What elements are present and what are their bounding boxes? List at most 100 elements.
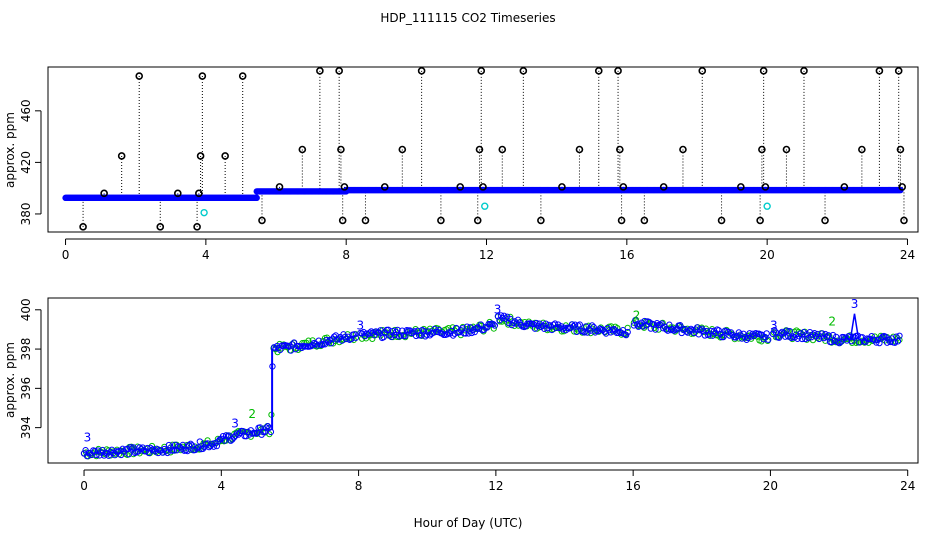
top-outlier-point (759, 67, 768, 75)
bottom-filtered-point (162, 447, 170, 455)
bottom-filtered-point (490, 320, 497, 328)
top-outlier-point (316, 67, 324, 75)
bottom-filtered-point (229, 436, 236, 443)
bottom-filtered-point (127, 444, 134, 451)
bottom-filtered-point (105, 452, 112, 459)
top-outlier-point (537, 216, 545, 225)
top-outlier-point (380, 183, 389, 191)
top-outlier-point (896, 145, 905, 154)
top-outlier-point (238, 72, 247, 80)
bottom-filtered-point (326, 336, 333, 344)
bottom-filtered-point (672, 326, 679, 333)
bottom-filtered-point (764, 336, 772, 343)
bottom-filtered-point (575, 322, 582, 329)
bottom-spike-line (850, 313, 859, 336)
top-outlier-point (758, 145, 766, 154)
bottom-filtered-point (653, 320, 661, 327)
top-outlier-point (173, 189, 182, 198)
bottom-alt-point (305, 337, 312, 344)
top-outlier-point (79, 223, 87, 231)
top-outlier-point (221, 152, 229, 160)
bottom-filtered-point (676, 322, 684, 329)
bottom-filtered-point (822, 330, 829, 338)
bottom-x-tick-label: 20 (763, 479, 778, 493)
bottom-filtered-point (436, 326, 443, 334)
bottom-filtered-point (706, 330, 713, 338)
bottom-y-tick-label: 394 (19, 416, 33, 439)
top-outlier-point (498, 145, 507, 154)
bottom-filtered-point (236, 429, 244, 436)
bottom-point-label: 3 (231, 417, 239, 431)
bottom-filtered-point (468, 329, 475, 337)
bottom-point-label: 3 (770, 318, 778, 332)
bottom-filtered-point (199, 445, 207, 452)
top-outlier-point (117, 152, 126, 160)
bottom-filtered-point (463, 323, 471, 330)
bottom-filtered-point (443, 331, 451, 338)
bottom-filtered-point (465, 330, 472, 337)
top-flagged-point (763, 202, 771, 210)
bottom-x-tick-label: 12 (488, 479, 503, 493)
top-outlier-point (193, 223, 201, 231)
top-outlier-point (337, 145, 345, 154)
top-outlier-point (900, 216, 908, 225)
top-outlier-point (840, 183, 849, 191)
bottom-filtered-point (695, 331, 702, 338)
top-outlier-point (198, 72, 207, 80)
bottom-filtered-point (720, 333, 727, 341)
top-outlier-point (335, 67, 343, 75)
top-outlier-point (258, 216, 266, 225)
bottom-filtered-point (740, 330, 747, 338)
bottom-filtered-point (778, 328, 786, 336)
bottom-filtered-point (632, 316, 639, 324)
bottom-filtered-point (230, 434, 238, 441)
bottom-filtered-point (874, 336, 882, 344)
bottom-filtered-point (179, 441, 187, 449)
bottom-filtered-point (547, 323, 554, 330)
bottom-filtered-point (368, 328, 375, 335)
top-outlier-point (717, 216, 726, 225)
top-outlier-point (398, 145, 407, 154)
bottom-point-label: 3 (851, 297, 859, 311)
top-outlier-point (479, 183, 487, 191)
bottom-point-label: 3 (494, 303, 502, 317)
top-x-tick-label: 4 (202, 248, 210, 262)
bottom-y-tick-label: 398 (19, 338, 33, 361)
bottom-filtered-point (318, 341, 326, 349)
bottom-filtered-point (263, 424, 270, 431)
top-outlier-point (858, 145, 866, 154)
top-plot-frame (47, 66, 919, 233)
top-outlier-point (196, 152, 205, 160)
bottom-filtered-point (136, 444, 143, 451)
top-x-tick-label: 8 (342, 248, 350, 262)
bottom-filtered-point (372, 328, 380, 335)
bottom-filtered-point (622, 331, 630, 339)
top-outlier-point (898, 183, 907, 191)
bottom-filtered-point (142, 448, 150, 455)
bottom-filtered-point (697, 327, 704, 334)
bottom-point-label: 2 (828, 315, 836, 329)
top-outlier-point (558, 183, 566, 191)
bottom-filtered-point (351, 331, 358, 338)
top-flagged-point (481, 202, 489, 210)
bottom-filtered-point (309, 341, 316, 349)
bottom-filtered-point (159, 449, 166, 456)
bottom-filtered-point (386, 332, 394, 339)
bottom-filtered-point (848, 337, 855, 345)
top-outlier-point (437, 216, 445, 225)
top-x-tick-label: 12 (479, 248, 494, 262)
bottom-filtered-point (439, 330, 446, 337)
top-outlier-point (417, 67, 426, 75)
bottom-filtered-point (423, 331, 431, 338)
top-outlier-point (782, 145, 791, 154)
bottom-filtered-point (783, 327, 790, 334)
top-x-tick-label: 20 (760, 248, 775, 262)
bottom-filtered-point (828, 338, 835, 346)
bottom-filtered-point (554, 321, 562, 328)
bottom-filtered-point (380, 333, 387, 341)
top-outlier-point (456, 183, 464, 191)
top-outlier-point (614, 67, 622, 75)
bottom-filtered-point (798, 335, 806, 343)
bottom-filtered-point (571, 321, 579, 328)
